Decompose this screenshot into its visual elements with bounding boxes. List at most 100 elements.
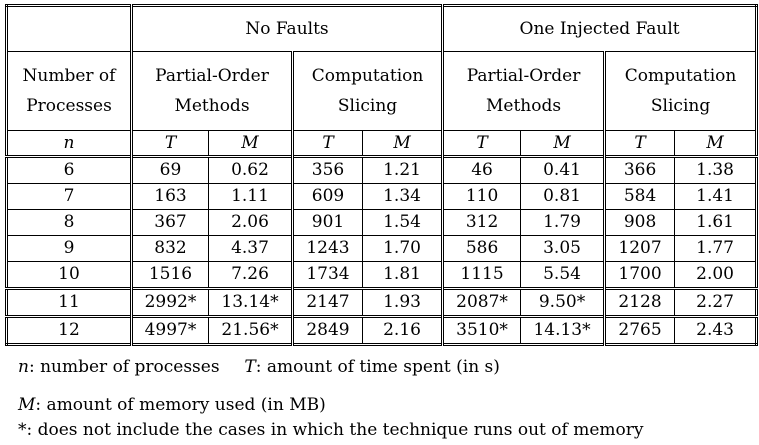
cell-po-f-T: 3510* [442, 315, 522, 345]
cell-po-f-M: 9.50* [520, 287, 607, 317]
cell-po-f-M: 1.79 [520, 209, 607, 236]
header-sym-T: T [131, 130, 209, 157]
cell-po-nf-M: 13.14* [208, 287, 294, 317]
cell-cs-nf-M: 2.16 [361, 315, 445, 345]
cell-cs-f-T: 1207 [604, 235, 676, 262]
table-row: 12 4997* 21.56* 2849 2.16 3510* 14.13* 2765 2.43 [6, 315, 758, 345]
header-no-faults: No Faults [130, 5, 445, 52]
header-partial-order-fault: Partial-Order Methods [442, 51, 607, 131]
cell-po-f-T: 110 [442, 183, 522, 210]
header-slicing-line1: Computation [624, 66, 737, 86]
legend-T-symbol: T [244, 357, 256, 377]
header-slicing-fault: Computation Slicing [604, 51, 758, 131]
cell-cs-nf-M: 1.81 [361, 261, 445, 289]
header-slicing-line2: Slicing [650, 96, 711, 116]
header-sym-M: M [208, 130, 294, 157]
cell-cs-f-T: 2128 [604, 287, 676, 317]
cell-cs-f-M: 1.38 [674, 155, 758, 184]
cell-cs-nf-T: 2849 [292, 315, 363, 345]
header-sym-M: M [520, 130, 607, 157]
cell-cs-nf-T: 356 [292, 155, 363, 184]
cell-cs-f-T: 366 [604, 155, 676, 184]
cell-cs-nf-T: 1243 [292, 235, 363, 262]
cell-po-nf-M: 0.62 [208, 155, 294, 184]
header-blank-cell [6, 5, 133, 52]
cell-po-nf-T: 367 [131, 209, 209, 236]
cell-po-f-T: 312 [442, 209, 522, 236]
cell-n: 10 [6, 261, 133, 289]
cell-cs-f-T: 584 [604, 183, 676, 210]
header-one-injected-fault: One Injected Fault [442, 5, 758, 52]
header-partial-order-line2: Methods [174, 96, 250, 116]
cell-cs-f-M: 2.27 [674, 287, 758, 317]
cell-cs-f-M: 1.61 [674, 209, 758, 236]
header-sym-M: M [674, 130, 758, 157]
table-row: 7 163 1.11 609 1.34 110 0.81 584 1.41 [6, 183, 758, 210]
results-table: No Faults One Injected Fault Number of P… [5, 4, 759, 346]
cell-n: 12 [6, 315, 133, 345]
cell-po-nf-T: 163 [131, 183, 209, 210]
cell-cs-f-M: 1.77 [674, 235, 758, 262]
table-body: 6 69 0.62 356 1.21 46 0.41 366 1.38 7 163 1.11 609 1.… [6, 155, 758, 345]
header-row-methods: Number of Processes Partial-Order Method… [6, 51, 758, 131]
cell-cs-nf-M: 1.93 [361, 287, 445, 317]
header-number-of-processes: Number of Processes [6, 51, 133, 131]
cell-cs-nf-M: 1.21 [361, 155, 445, 184]
header-row-groups: No Faults One Injected Fault [6, 5, 758, 52]
header-number-of: Number of [22, 66, 116, 86]
cell-cs-nf-M: 1.54 [361, 209, 445, 236]
cell-cs-f-M: 2.00 [674, 261, 758, 289]
table-row: 6 69 0.62 356 1.21 46 0.41 366 1.38 [6, 155, 758, 184]
header-slicing-line1: Computation [311, 66, 424, 86]
cell-po-f-M: 0.41 [520, 155, 607, 184]
legend-n-text: : number of processes [28, 357, 220, 377]
cell-n: 11 [6, 287, 133, 317]
cell-cs-f-M: 1.41 [674, 183, 758, 210]
legend-M-text: : amount of memory used (in MB) [35, 395, 326, 415]
cell-po-f-M: 14.13* [520, 315, 607, 345]
cell-n: 6 [6, 155, 133, 184]
header-slicing-nofault: Computation Slicing [291, 51, 445, 131]
cell-po-f-M: 5.54 [520, 261, 607, 289]
cell-po-f-T: 586 [442, 235, 522, 262]
cell-cs-nf-M: 1.34 [361, 183, 445, 210]
cell-po-nf-T: 69 [131, 155, 209, 184]
cell-po-nf-T: 4997* [131, 315, 209, 345]
cell-po-f-T: 2087* [442, 287, 522, 317]
table-row: 8 367 2.06 901 1.54 312 1.79 908 1.61 [6, 209, 758, 236]
header-partial-order-line2: Methods [486, 96, 562, 116]
legend-T-text: : amount of time spent (in s) [255, 357, 500, 377]
table-row: 10 1516 7.26 1734 1.81 1115 5.54 1700 2.00 [6, 261, 758, 289]
cell-po-nf-M: 4.37 [208, 235, 294, 262]
cell-cs-f-T: 2765 [604, 315, 676, 345]
cell-cs-f-T: 908 [604, 209, 676, 236]
header-partial-order-nofault: Partial-Order Methods [131, 51, 294, 131]
cell-po-nf-T: 832 [131, 235, 209, 262]
cell-cs-f-M: 2.43 [674, 315, 758, 345]
table-row: 11 2992* 13.14* 2147 1.93 2087* 9.50* 2128 2.27 [6, 287, 758, 317]
cell-cs-nf-M: 1.70 [361, 235, 445, 262]
cell-po-f-T: 1115 [442, 261, 522, 289]
legend-n-symbol: n [18, 357, 29, 377]
cell-n: 8 [6, 209, 133, 236]
header-sym-M: M [361, 130, 445, 157]
legend-M-symbol: M [18, 395, 36, 415]
header-partial-order-line1: Partial-Order [466, 66, 581, 86]
cell-cs-f-T: 1700 [604, 261, 676, 289]
header-sym-T: T [292, 130, 363, 157]
cell-po-nf-M: 21.56* [208, 315, 294, 345]
header-slicing-line2: Slicing [337, 96, 398, 116]
cell-cs-nf-T: 1734 [292, 261, 363, 289]
header-sym-n: n [6, 130, 133, 157]
legend-line-2: M: amount of memory used (in MB) [18, 395, 326, 415]
cell-po-nf-M: 2.06 [208, 209, 294, 236]
cell-cs-nf-T: 2147 [292, 287, 363, 317]
legend-line-3: *: does not include the cases in which t… [18, 420, 644, 440]
header-sym-T: T [604, 130, 676, 157]
header-processes: Processes [26, 96, 112, 116]
cell-po-nf-T: 1516 [131, 261, 209, 289]
cell-po-nf-M: 7.26 [208, 261, 294, 289]
header-partial-order-line1: Partial-Order [155, 66, 269, 86]
cell-po-f-M: 3.05 [520, 235, 607, 262]
legend-line-1: n: number of processes T: amount of time… [18, 357, 500, 377]
